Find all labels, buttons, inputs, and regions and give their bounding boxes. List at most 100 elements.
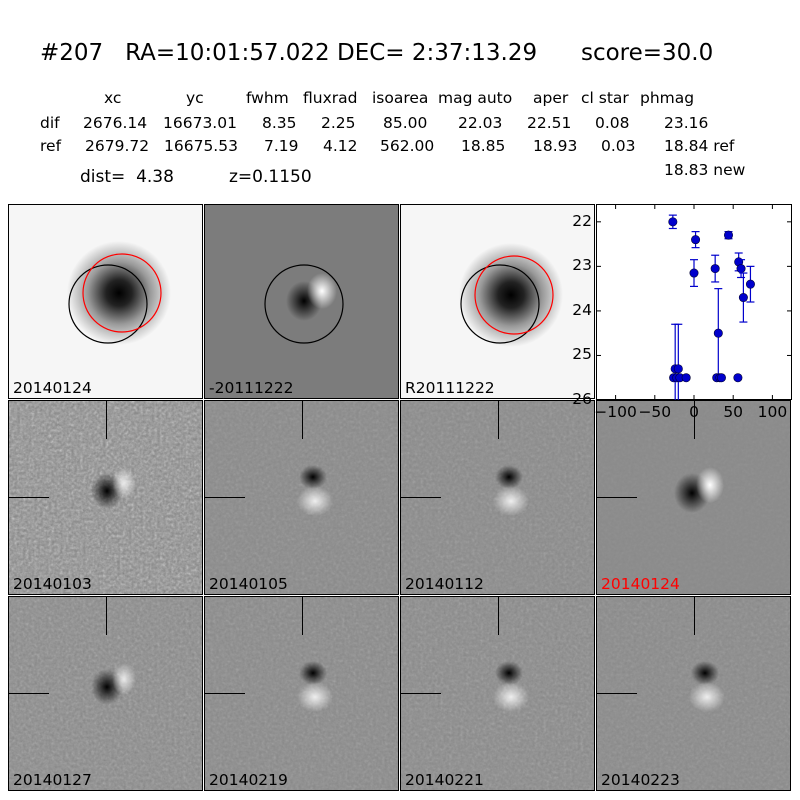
epoch-stamp: 20140127	[8, 596, 203, 791]
dif-mag-auto: 22.03	[458, 114, 503, 132]
row-label-dif: dif	[40, 114, 60, 132]
y-tick-label: 23	[572, 256, 592, 275]
data-point	[745, 279, 755, 289]
stamp-date-label: 20140124	[13, 379, 92, 397]
crosshair-top-tick	[694, 597, 695, 635]
data-point	[668, 217, 678, 227]
stamp-date-label: 20140223	[601, 771, 680, 789]
col-header-mag-auto: mag auto	[438, 89, 513, 107]
stamp-date-label: 20140105	[209, 575, 288, 593]
dif-cl-star: 0.08	[595, 114, 630, 132]
dif-aper: 22.51	[527, 114, 572, 132]
ref-phmag: 18.84 ref	[664, 137, 735, 155]
col-header-fwhm: fwhm	[246, 89, 289, 107]
data-point	[736, 264, 746, 274]
stamp-date-label: 20140124	[601, 575, 680, 593]
crosshair-top-tick	[106, 597, 107, 635]
data-point	[710, 264, 720, 274]
data-point	[733, 373, 743, 383]
epoch-stamp: 20140103	[8, 400, 203, 595]
row-label-ref: ref	[40, 137, 62, 155]
stamp-date-label: 20140103	[13, 575, 92, 593]
new-mag: 18.83 new	[664, 161, 746, 179]
stamp-date-label: 20140219	[209, 771, 288, 789]
y-tick-label: 24	[572, 300, 592, 319]
epoch-stamp-image	[205, 597, 398, 790]
ref-fluxrad: 4.12	[323, 137, 358, 155]
epoch-stamp-image	[205, 401, 398, 594]
crosshair-left-tick	[597, 693, 637, 694]
y-tick-label: 26	[572, 390, 592, 408]
crosshair-top-tick	[498, 401, 499, 439]
data-point	[681, 373, 691, 383]
difference-stamp-image	[205, 205, 398, 398]
ref-circle	[264, 264, 344, 344]
data-point	[723, 230, 733, 240]
science-stamp-image	[9, 205, 202, 398]
crosshair-top-tick	[302, 597, 303, 635]
col-header-cl-star: cl star	[581, 89, 629, 107]
col-header-yc: yc	[186, 89, 204, 107]
crosshair-left-tick	[401, 497, 441, 498]
dist-value: dist= 4.38	[80, 167, 174, 187]
crosshair-top-tick	[106, 401, 107, 439]
science-stamp: 20140124	[8, 204, 203, 399]
data-point	[713, 328, 723, 338]
epoch-stamp: 20140219	[204, 596, 399, 791]
data-point	[689, 268, 699, 278]
crosshair-top-tick	[302, 401, 303, 439]
ref-isoarea: 562.00	[380, 137, 435, 155]
col-header-xc: xc	[104, 89, 122, 107]
crosshair-left-tick	[9, 497, 49, 498]
difference-stamp: -20111222	[204, 204, 399, 399]
stamp-date-label: R20111222	[405, 379, 495, 397]
epoch-stamp: 20140221	[400, 596, 595, 791]
dif-isoarea: 85.00	[383, 114, 428, 132]
plot-frame	[596, 204, 792, 400]
crosshair-top-tick	[694, 401, 695, 439]
redshift-value: z=0.1150	[229, 167, 312, 187]
x-tick-label: 50	[723, 403, 744, 421]
stamp-date-label: 20140221	[405, 771, 484, 789]
col-header-fluxrad: fluxrad	[303, 89, 358, 107]
reference-stamp: R20111222	[400, 204, 595, 399]
col-header-phmag: phmag	[640, 89, 695, 107]
x-tick-label: 0	[689, 403, 699, 421]
epoch-stamp: 20140223	[596, 596, 791, 791]
crosshair-left-tick	[597, 497, 637, 498]
epoch-stamp: 20140112	[400, 400, 595, 595]
data-point	[691, 235, 701, 245]
data-point	[716, 373, 726, 383]
ref-mag-auto: 18.85	[461, 137, 506, 155]
dif-fwhm: 8.35	[262, 114, 297, 132]
col-header-aper: aper	[533, 89, 569, 107]
data-point	[738, 293, 748, 303]
x-tick-label: 100	[757, 403, 788, 421]
reference-stamp-image	[401, 205, 594, 398]
dif-fluxrad: 2.25	[321, 114, 356, 132]
epoch-stamp-current: 20140124	[596, 400, 791, 595]
ref-fwhm: 7.19	[264, 137, 299, 155]
epoch-stamp: 20140105	[204, 400, 399, 595]
light-curve-chart	[596, 204, 792, 400]
crosshair-left-tick	[205, 693, 245, 694]
y-tick-label: 25	[572, 345, 592, 364]
new-circle	[82, 253, 162, 333]
ref-yc: 16675.53	[164, 137, 238, 155]
x-tick-label: −100	[594, 403, 637, 421]
data-point	[673, 364, 683, 374]
new-circle	[474, 255, 554, 335]
crosshair-left-tick	[401, 693, 441, 694]
stamp-date-label: -20111222	[209, 379, 294, 397]
ref-circle	[68, 264, 148, 344]
ref-cl-star: 0.03	[601, 137, 636, 155]
col-header-isoarea: isoarea	[372, 89, 429, 107]
ref-circle	[460, 264, 540, 344]
stamp-date-label: 20140112	[405, 575, 484, 593]
page-title: #207 RA=10:01:57.022 DEC= 2:37:13.29 sco…	[40, 40, 714, 66]
dif-phmag: 23.16	[664, 114, 709, 132]
epoch-stamp-image	[401, 401, 594, 594]
dif-xc: 2676.14	[83, 114, 148, 132]
crosshair-left-tick	[205, 497, 245, 498]
crosshair-left-tick	[9, 693, 49, 694]
